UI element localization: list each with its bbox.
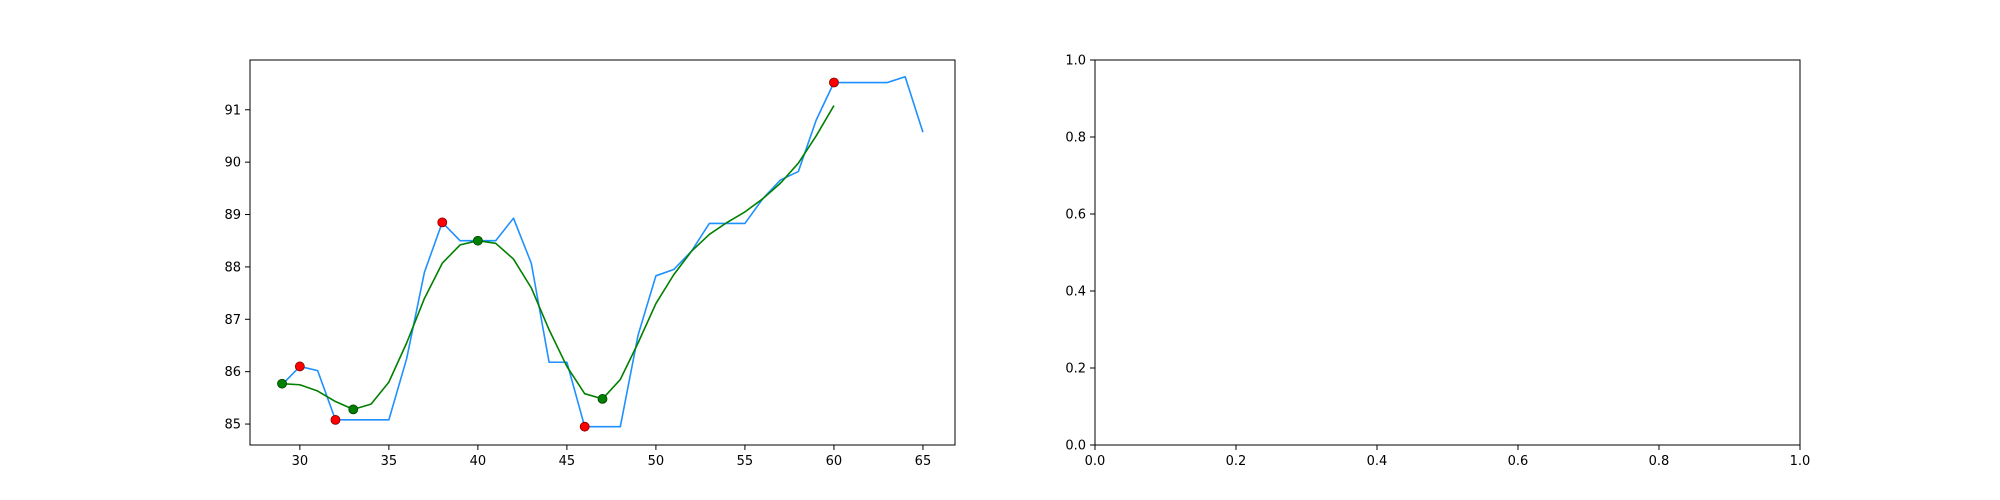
green-marker [348,404,359,415]
x-tick-label: 0.2 [1226,454,1247,469]
green-marker [472,235,483,246]
x-tick-label: 50 [648,454,665,469]
y-tick-label: 91 [224,103,241,118]
y-tick-label: 0.8 [1065,131,1086,146]
y-tick-label: 87 [224,313,241,328]
red-marker [829,77,839,88]
left-axes: 30 35 40 45 50 55 60 65 85 86 87 88 89 90 91 [224,59,956,469]
y-tick-label: 85 [224,418,241,433]
y-tick-label: 90 [224,156,241,171]
left-x-axis: 30 35 40 45 50 55 60 65 [292,445,932,469]
red-marker [579,421,590,432]
red-marker [294,361,305,372]
y-tick-label: 88 [224,260,241,275]
y-tick-label: 89 [224,208,241,223]
y-tick-label: 1.0 [1065,54,1086,69]
x-tick-label: 1.0 [1790,454,1811,469]
red-marker [437,217,448,228]
x-tick-label: 0.4 [1367,454,1388,469]
series-line-1 [282,105,835,411]
green-marker [597,394,608,404]
right-axes: 0.0 0.2 0.4 0.6 0.8 1.0 0.0 0.2 0.4 0.6 0.8 1.0 [1065,54,1810,470]
x-tick-label: 0.0 [1085,454,1106,469]
right-axes-frame [1094,59,1801,446]
x-tick-label: 40 [470,454,487,469]
x-tick-label: 0.6 [1508,454,1529,469]
y-tick-label: 86 [224,365,241,380]
y-tick-label: 0.2 [1065,362,1086,377]
left-plot-series [281,75,924,428]
x-tick-label: 35 [381,454,398,469]
y-tick-label: 0.0 [1065,439,1086,454]
left-y-axis: 85 86 87 88 89 90 91 [224,103,250,433]
y-tick-label: 0.4 [1065,285,1086,300]
x-tick-label: 60 [826,454,843,469]
right-y-axis: 0.0 0.2 0.4 0.6 0.8 1.0 [1065,54,1095,454]
left-axes-frame [249,59,956,446]
x-tick-label: 30 [292,454,309,469]
left-plot-markers [277,77,839,432]
x-tick-label: 65 [915,454,932,469]
red-marker [330,414,341,425]
right-x-axis: 0.0 0.2 0.4 0.6 0.8 1.0 [1085,445,1811,469]
y-tick-label: 0.6 [1065,208,1086,223]
series-line-0 [281,75,924,428]
x-tick-label: 45 [559,454,576,469]
green-marker [277,378,287,389]
x-tick-label: 55 [737,454,754,469]
x-tick-label: 0.8 [1649,454,1670,469]
